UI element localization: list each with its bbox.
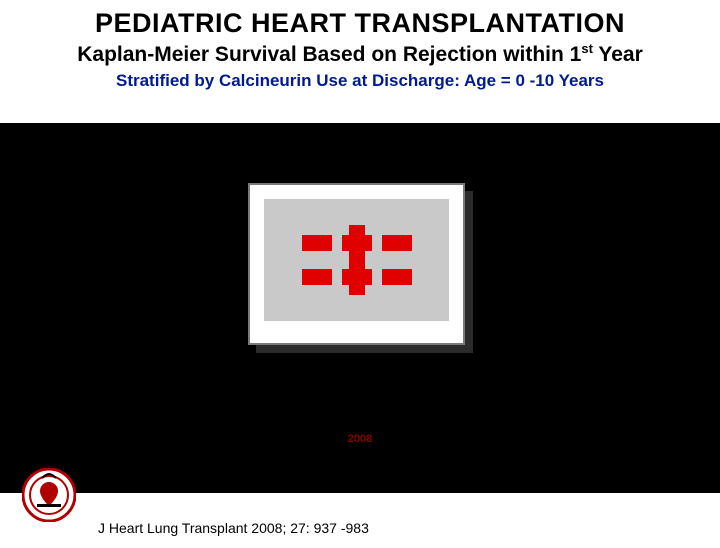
broken-image-placeholder — [248, 183, 473, 353]
broken-image-icon — [302, 225, 412, 295]
slide-subtitle: Kaplan-Meier Survival Based on Rejection… — [0, 41, 720, 67]
subtitle-pre: Kaplan-Meier Survival Based on Rejection… — [77, 43, 581, 66]
placeholder-inner — [264, 199, 449, 321]
slide: PEDIATRIC HEART TRANSPLANTATION Kaplan-M… — [0, 8, 720, 548]
placeholder-frame — [248, 183, 465, 345]
year-mark: 2008 — [0, 433, 720, 445]
citation: J Heart Lung Transplant 2008; 27: 937 -9… — [98, 520, 369, 536]
subtitle-post: Year — [593, 43, 643, 66]
ishlt-logo — [22, 468, 76, 522]
chart-area: 2008 — [0, 123, 720, 493]
slide-title: PEDIATRIC HEART TRANSPLANTATION — [0, 8, 720, 39]
stratification-line: Stratified by Calcineurin Use at Dischar… — [0, 71, 720, 91]
subtitle-superscript: st — [581, 41, 593, 56]
